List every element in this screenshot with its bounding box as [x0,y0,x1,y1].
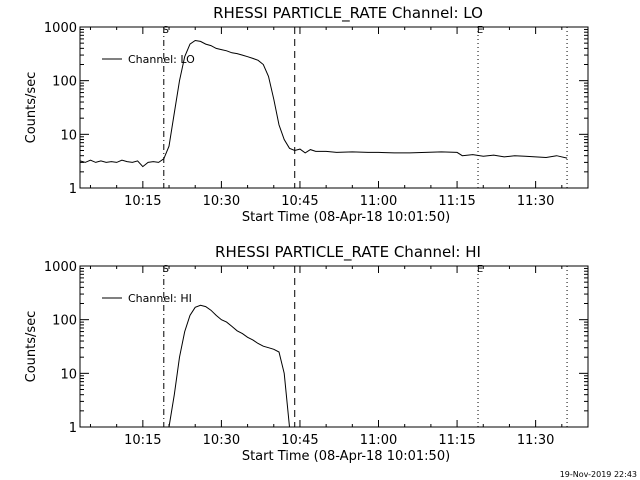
hi-marker-label: S [163,264,169,275]
hi-channel-chart: RHESSI PARTICLE_RATE Channel: HI 1 10 100 1… [24,243,589,464]
lo-chart-title: RHESSI PARTICLE_RATE Channel: LO [213,4,483,23]
hi-ytick-label: 10 [60,367,77,382]
hi-xtick-label: 11:30 [517,433,554,448]
lo-xtick-label: 11:15 [438,194,475,209]
lo-xtick-label: 11:30 [517,194,554,209]
lo-ytick-label: 1000 [44,21,77,36]
hi-xtick-label: 10:15 [124,433,161,448]
lo-ytick-label: 1 [69,182,77,197]
hi-plot-frame [79,265,589,428]
hi-xtick-label: 10:45 [281,433,318,448]
hi-ytick-label: 1 [69,421,77,436]
hi-ytick-label: 100 [52,314,77,329]
lo-x-axis-label: Start Time (08-Apr-18 10:01:50) [242,210,450,225]
lo-xtick-label: 11:00 [360,194,397,209]
lo-y-axis-label: Counts/sec [24,72,39,144]
hi-legend-label: Channel: HI [128,292,192,305]
lo-xtick-label: 10:15 [124,194,161,209]
lo-series-line [79,39,568,168]
lo-xtick-label: 10:45 [281,194,318,209]
lo-xtick-label: 10:30 [203,194,240,209]
hi-ytick-label: 1000 [44,260,77,275]
hi-chart-title: RHESSI PARTICLE_RATE Channel: HI [215,243,481,262]
hi-y-axis-label: Counts/sec [24,311,39,383]
hi-x-axis-label: Start Time (08-Apr-18 10:01:50) [242,449,450,464]
lo-marker-label: E [477,25,483,36]
hi-xtick-label: 11:00 [360,433,397,448]
hi-series-line [168,304,290,428]
hi-xtick-label: 11:15 [438,433,475,448]
lo-marker-label: S [163,25,169,36]
lo-channel-chart: RHESSI PARTICLE_RATE Channel: LO 1 10 100 1… [24,4,589,225]
lo-ytick-label: 100 [52,75,77,90]
hi-marker-label: E [477,264,483,275]
lo-ytick-label: 10 [60,128,77,143]
lo-legend-label: Channel: LO [128,53,195,66]
generation-timestamp: 19-Nov-2019 22:43 [560,470,637,479]
lo-plot-frame [79,26,589,189]
hi-xtick-label: 10:30 [203,433,240,448]
